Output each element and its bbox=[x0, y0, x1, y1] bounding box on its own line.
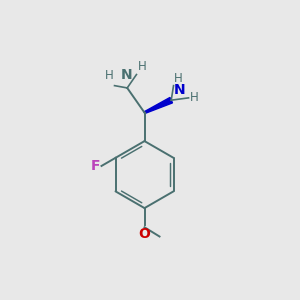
Text: N: N bbox=[121, 68, 132, 82]
Text: H: H bbox=[138, 60, 146, 74]
Text: O: O bbox=[139, 226, 150, 241]
Polygon shape bbox=[144, 98, 172, 113]
Text: H: H bbox=[105, 69, 113, 82]
Text: H: H bbox=[174, 72, 183, 85]
Text: H: H bbox=[190, 92, 199, 104]
Text: N: N bbox=[174, 83, 186, 98]
Text: F: F bbox=[91, 159, 100, 173]
